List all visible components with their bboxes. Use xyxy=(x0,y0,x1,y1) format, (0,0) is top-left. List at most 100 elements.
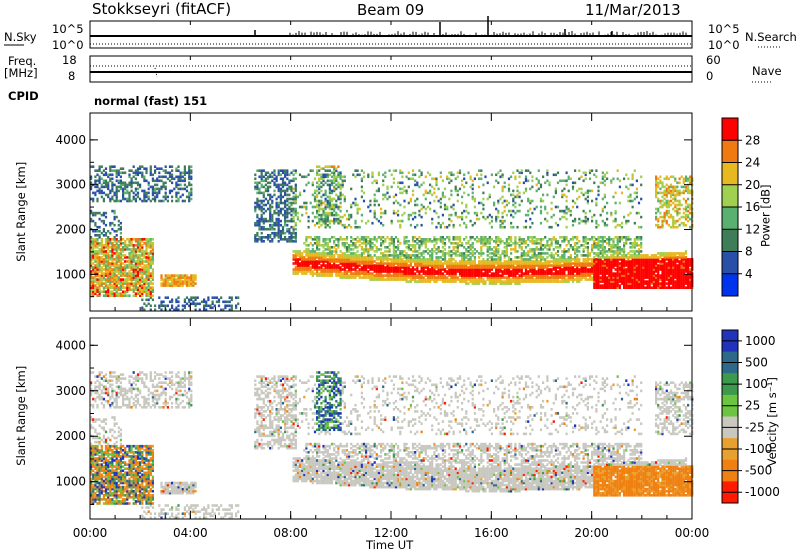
power-cell xyxy=(352,264,355,267)
power-cell xyxy=(96,288,99,291)
power-cell xyxy=(171,274,174,277)
power-cell xyxy=(94,191,97,195)
power-cell xyxy=(113,278,116,281)
power-cell xyxy=(328,195,331,199)
power-cell xyxy=(520,256,523,259)
power-cell xyxy=(475,213,479,217)
power-cell xyxy=(333,171,336,175)
power-cell xyxy=(503,225,506,229)
power-cell xyxy=(403,236,406,239)
power-cell xyxy=(507,201,511,205)
power-cell xyxy=(512,280,515,283)
power-cell xyxy=(260,219,263,223)
power-cell xyxy=(164,175,167,179)
power-cell xyxy=(429,191,432,195)
power-cell xyxy=(369,203,372,207)
power-cell xyxy=(533,278,536,281)
power-cell xyxy=(567,189,570,193)
power-cell xyxy=(130,242,133,245)
power-cell xyxy=(151,191,154,195)
power-cell xyxy=(154,195,157,199)
power-cell xyxy=(463,280,466,283)
power-cell xyxy=(143,282,146,285)
power-cell xyxy=(98,266,101,269)
power-cell xyxy=(320,260,323,263)
power-cell xyxy=(465,260,468,263)
power-cell xyxy=(390,258,393,261)
power-cell xyxy=(341,254,344,257)
power-cell xyxy=(132,258,135,261)
power-cell xyxy=(313,256,317,259)
power-cell xyxy=(386,250,389,253)
power-cell xyxy=(484,217,487,221)
power-cell xyxy=(418,278,421,281)
power-cell xyxy=(267,175,270,179)
power-cell xyxy=(279,223,282,227)
power-cell xyxy=(158,179,161,183)
power-cell xyxy=(461,268,464,271)
power-cell xyxy=(563,258,566,261)
power-cell xyxy=(495,246,498,249)
power-cell xyxy=(416,197,419,201)
power-cell xyxy=(305,272,308,275)
power-cell xyxy=(437,278,440,281)
power-cell xyxy=(256,183,259,187)
power-cell xyxy=(542,280,545,283)
power-cell xyxy=(147,252,150,255)
power-cell xyxy=(510,270,513,273)
power-cell xyxy=(574,217,577,221)
power-cell xyxy=(96,258,99,261)
power-cell xyxy=(98,280,101,283)
power-cell xyxy=(480,246,483,249)
power-cell xyxy=(569,272,572,275)
power-cell xyxy=(260,231,263,235)
power-cell xyxy=(109,294,112,297)
power-cell xyxy=(256,219,259,223)
power-cell xyxy=(335,167,338,170)
power-cell xyxy=(431,256,434,259)
power-cell xyxy=(354,276,357,279)
power-cell xyxy=(546,179,549,183)
power-cell xyxy=(362,240,366,243)
power-cell xyxy=(345,250,349,253)
power-cell xyxy=(380,276,383,279)
power-cell xyxy=(375,199,378,203)
power-cell xyxy=(341,272,344,275)
power-cell xyxy=(411,236,415,239)
power-cell xyxy=(507,256,511,259)
power-cell xyxy=(256,223,259,227)
power-cell xyxy=(552,262,555,265)
power-cell xyxy=(313,197,317,201)
power-cell xyxy=(213,296,216,299)
power-cell xyxy=(420,242,423,245)
power-cell xyxy=(124,260,127,263)
power-cell xyxy=(267,201,270,205)
power-cell xyxy=(448,272,451,275)
power-cell xyxy=(262,179,265,183)
power-cell xyxy=(350,244,353,247)
power-cell xyxy=(424,238,427,241)
power-cell xyxy=(322,219,325,223)
power-cell xyxy=(324,189,327,193)
power-cell xyxy=(90,181,93,185)
power-cell xyxy=(510,264,513,267)
power-cell xyxy=(139,290,142,293)
power-cell xyxy=(134,169,137,172)
power-cell xyxy=(350,266,353,269)
power-cell xyxy=(181,199,184,203)
power-cell xyxy=(284,231,287,235)
power-cell xyxy=(94,288,97,291)
power-cell xyxy=(452,173,455,177)
power-cell xyxy=(348,264,351,267)
power-cell xyxy=(262,199,265,203)
power-cell xyxy=(478,274,481,277)
power-cell xyxy=(98,278,101,281)
power-cell xyxy=(134,280,137,283)
power-cell xyxy=(279,169,282,172)
power-cell xyxy=(92,284,95,287)
power-cell xyxy=(281,213,285,217)
power-cell xyxy=(362,256,366,259)
power-cell xyxy=(343,179,346,183)
power-cell xyxy=(384,254,387,257)
power-cell xyxy=(390,274,393,277)
